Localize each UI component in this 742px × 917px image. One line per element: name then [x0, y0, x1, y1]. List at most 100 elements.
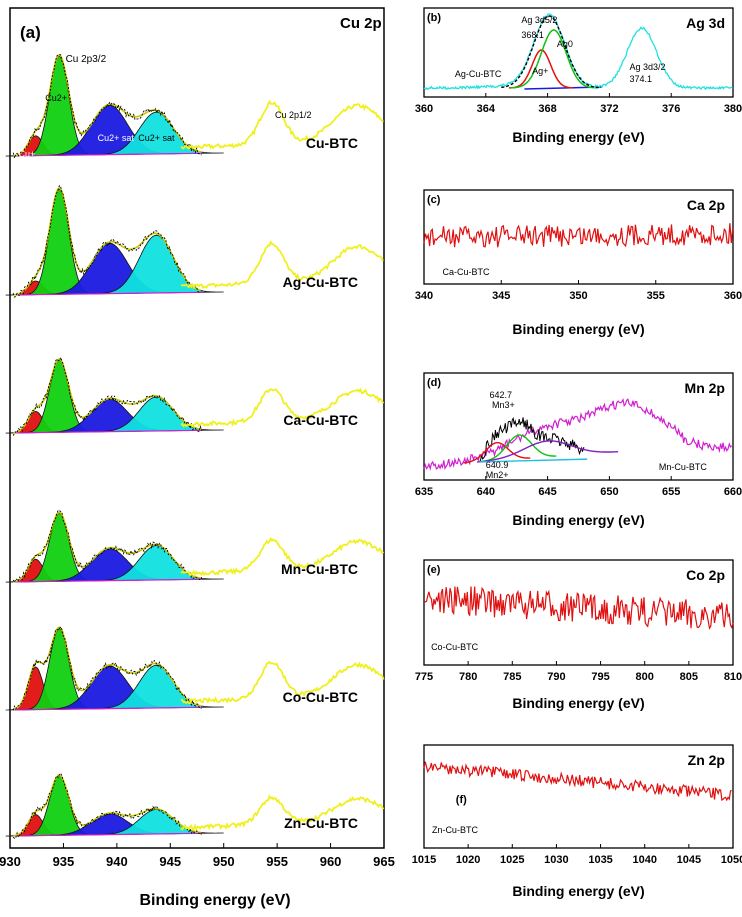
label-ag-plus: Ag+ [532, 66, 548, 76]
x-tick-label: 785 [503, 671, 521, 683]
sample-label-zn-cu-btc: Zn-Cu-BTC [284, 815, 358, 831]
raw-data-yellow [180, 536, 385, 577]
x-tick-label: 1025 [500, 854, 524, 866]
label-mn2: Mn2+ [486, 470, 509, 480]
x-tick-label: 645 [538, 486, 556, 498]
ag-fit-envelope [501, 15, 601, 89]
sample-label-mn-cu-btc: Mn-Cu-BTC [281, 561, 358, 577]
panel-label: (c) [427, 194, 441, 206]
label-ag0: Ag0 [557, 39, 573, 49]
co-raw-data [423, 586, 734, 630]
panel-label: (e) [427, 564, 441, 576]
sample-label-ag-cu-btc: Ag-Cu-BTC [283, 274, 358, 290]
x-tick-label: 1040 [632, 854, 656, 866]
mn-fit-raw [479, 417, 585, 463]
x-tick-label: 775 [415, 671, 433, 683]
zn-raw-data [423, 761, 732, 802]
x-tick-label: 790 [547, 671, 565, 683]
sample-label: Co-Cu-BTC [431, 642, 479, 652]
x-tick-label: 1020 [456, 854, 480, 866]
panel-frame [423, 7, 734, 98]
x-tick-label: 1050 [721, 854, 742, 866]
panel-title: Ca 2p [687, 197, 725, 213]
raw-data-yellow [180, 794, 385, 832]
ca-raw-data [423, 223, 734, 248]
raw-data-fit-region [12, 356, 203, 436]
panel-title: Mn 2p [685, 380, 725, 396]
raw-data-fit-region [12, 772, 203, 840]
x-tick-label: 930 [0, 854, 21, 869]
raw-data-fit-region [12, 54, 202, 160]
label-mn3-value: 642.7 [490, 390, 513, 400]
label-sat1: Cu2+ sat [98, 133, 135, 143]
label-mn3: Mn3+ [492, 400, 515, 410]
raw-data-yellow [181, 660, 385, 705]
sample-label-ca-cu-btc: Ca-Cu-BTC [283, 412, 358, 428]
x-tick-label: 376 [662, 103, 680, 115]
x-tick-label: 940 [106, 854, 128, 869]
x-tick-label: 780 [459, 671, 477, 683]
ag-plus-component [509, 49, 574, 89]
x-tick-label: 955 [266, 854, 288, 869]
panel-f-plot: (f) Zn 2p 1015 1020 1025 1030 1035 1040 1045 1050… [412, 744, 742, 899]
label-sat2: Cu2+ sat [138, 133, 175, 143]
panel-frame [423, 744, 734, 849]
x-tick-label: 368 [538, 103, 556, 115]
x-tick-label: 635 [415, 486, 433, 498]
fit-envelope [13, 774, 202, 837]
x-tick-label: 380 [724, 103, 742, 115]
fit-baseline [13, 429, 203, 434]
sample-label: Mn-Cu-BTC [659, 462, 708, 472]
x-tick-label: 340 [415, 290, 433, 302]
x-tick-label: 1015 [412, 854, 436, 866]
mn3-component [481, 434, 557, 463]
panel-label: (b) [427, 12, 441, 24]
x-tick-label: 945 [159, 854, 181, 869]
panel-c-plot: (c) Ca 2p 340 345 350 355 360 Binding energy (e… [415, 189, 742, 337]
x-tick-label: 660 [724, 486, 742, 498]
fit-baseline [13, 706, 203, 711]
x-tick-label: 795 [591, 671, 609, 683]
fit-baseline [479, 458, 588, 463]
spectrum-cu-btc: Cu-BTC [5, 54, 384, 160]
x-tick-label: 960 [320, 854, 342, 869]
panel-xlabel: Binding energy (eV) [512, 321, 644, 337]
x-tick-label: 355 [647, 290, 665, 302]
spectrum-co-cu-btc: Co-Cu-BTC [5, 625, 385, 711]
x-tick-label: 1045 [677, 854, 701, 866]
x-tick-label: 805 [680, 671, 698, 683]
x-tick-label: 372 [600, 103, 618, 115]
fit-baseline [13, 152, 203, 157]
panel-a-x-axis: 930 935 940 945 950 955 960 965 [0, 843, 395, 869]
label-ag52: Ag 3d5/2 [521, 15, 557, 25]
x-tick-label: 650 [600, 486, 618, 498]
fit-baseline [13, 578, 203, 583]
x-tick-label: 350 [569, 290, 587, 302]
sample-label-cu-btc: Cu-BTC [306, 135, 358, 151]
panel-a-frame [9, 7, 385, 849]
raw-data-fit-region [12, 625, 202, 711]
panel-frame [423, 559, 734, 666]
panel-title: Co 2p [686, 567, 725, 583]
panel-d-plot: (d) Mn 2p 635 640 645 650 655 660 Binding energy… [415, 372, 742, 528]
x-tick-label: 345 [492, 290, 510, 302]
mn-raw-data [423, 397, 733, 471]
spectrum-mn-cu-btc: Mn-Cu-BTC [5, 510, 385, 584]
panel-e-plot: (e) Co 2p 775 780 785 790 795 800 805 810 Binding … [415, 559, 742, 711]
raw-data-yellow [180, 387, 385, 428]
fit-baseline [13, 832, 203, 837]
x-tick-label: 935 [53, 854, 75, 869]
raw-data-fit-region [12, 510, 203, 584]
label-cu2p12: Cu 2p1/2 [275, 110, 312, 120]
panel-xlabel: Binding energy (eV) [512, 695, 644, 711]
cu2-sat2-peak [87, 234, 224, 295]
x-tick-label: 640 [477, 486, 495, 498]
panel-xlabel: Binding energy (eV) [512, 883, 644, 899]
label-mn2-value: 640.9 [486, 460, 509, 470]
cu2-sat2-peak [87, 545, 224, 582]
panel-title: Ag 3d [686, 15, 725, 31]
raw-data-yellow [180, 240, 384, 290]
fit-baseline [13, 291, 203, 296]
sample-label: Zn-Cu-BTC [432, 825, 479, 835]
